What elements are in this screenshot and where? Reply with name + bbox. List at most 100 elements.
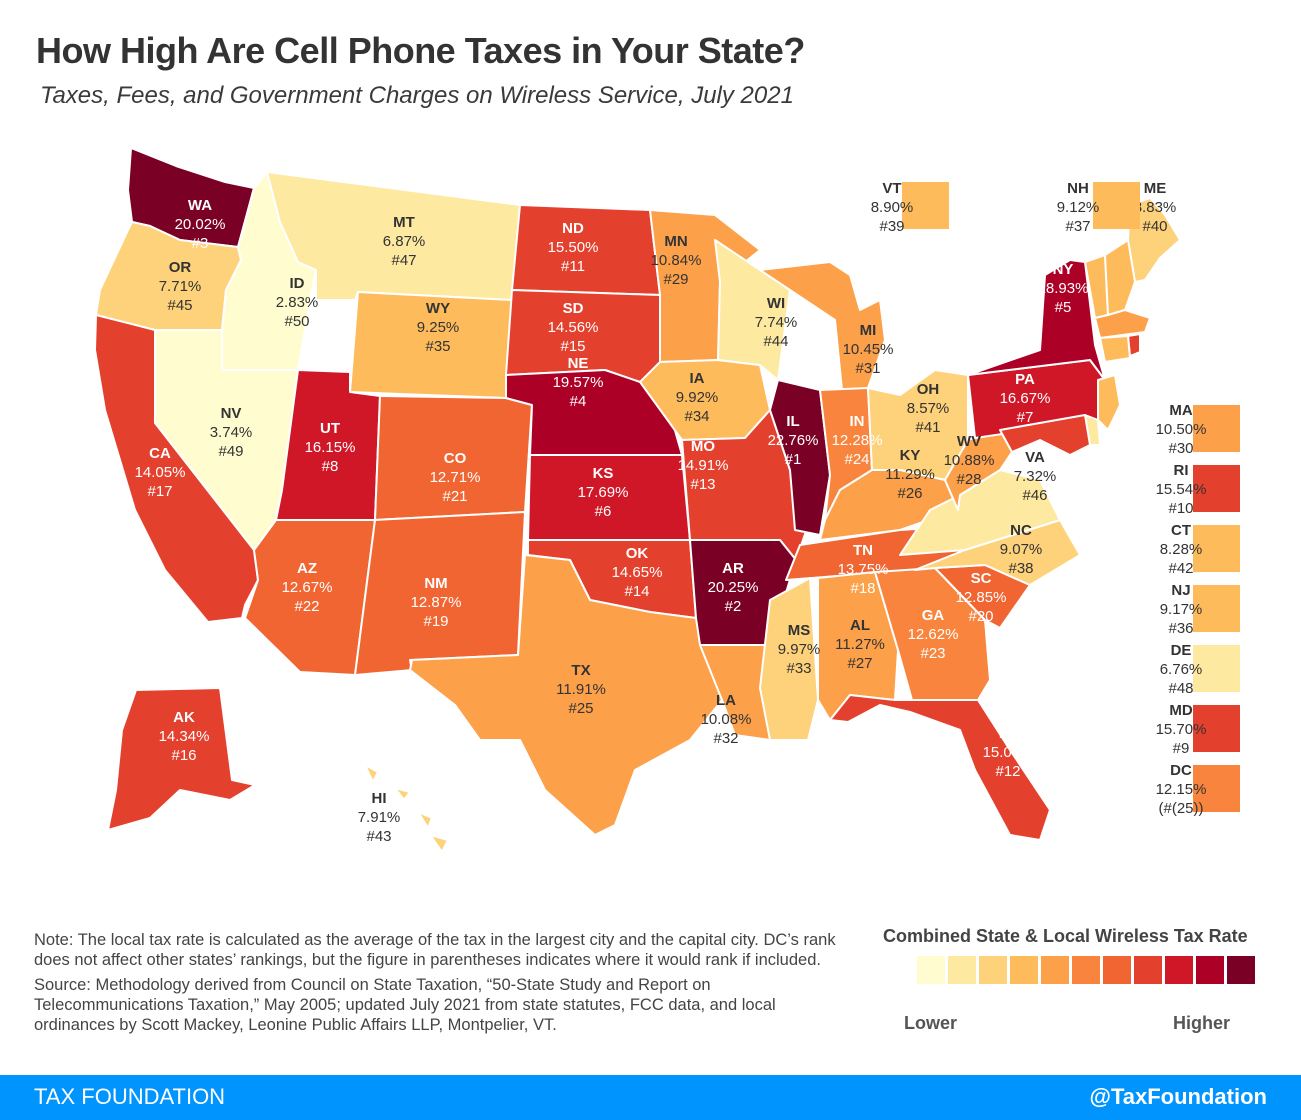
state-label-wi: WI	[767, 295, 785, 312]
state-rate-ms: 9.97%	[778, 641, 821, 658]
state-rate-hi: 7.91%	[358, 809, 401, 826]
state-rate-nm: 12.87%	[411, 594, 462, 611]
state-rank-ar: #2	[725, 598, 742, 615]
state-label-id: ID	[290, 275, 305, 292]
state-rank-al: #27	[847, 655, 872, 672]
callout-md: MD 15.70% #9	[1156, 702, 1240, 757]
callout-label-de: DE	[1171, 642, 1192, 659]
callout-label-ri: RI	[1174, 462, 1189, 479]
state-label-mi: MI	[860, 322, 877, 339]
state-rate-va: 7.32%	[1014, 468, 1057, 485]
callout-ma: MA 10.50% #30	[1156, 402, 1240, 457]
state-rank-mn: #29	[663, 271, 688, 288]
state-label-az: AZ	[297, 560, 317, 577]
state-ct	[1099, 335, 1131, 363]
state-rank-pa: #7	[1017, 409, 1034, 426]
legend-swatch-5	[1041, 956, 1069, 984]
callout-rate-de: 6.76%	[1160, 661, 1203, 678]
state-label-tx: TX	[571, 662, 590, 679]
state-labels: WA20.02%#3OR7.71%#45ID2.83%#50MT6.87%#47…	[135, 180, 1177, 845]
state-nj	[1097, 374, 1121, 431]
state-label-co: CO	[444, 450, 467, 467]
state-rate-nc: 9.07%	[1000, 541, 1043, 558]
state-rate-or: 7.71%	[159, 278, 202, 295]
state-rate-mt: 6.87%	[383, 233, 426, 250]
callout-rate-vt: 8.90%	[871, 199, 914, 216]
state-rank-wi: #44	[763, 333, 788, 350]
state-ak	[107, 687, 256, 831]
state-label-ms: MS	[788, 622, 811, 639]
footer-handle[interactable]: @TaxFoundation	[1089, 1084, 1267, 1109]
state-rank-nm: #19	[423, 613, 448, 630]
legend-swatch-7	[1103, 956, 1131, 984]
state-label-pa: PA	[1015, 371, 1035, 388]
footer-org: TAX FOUNDATION	[34, 1084, 226, 1109]
callout-rank-ri: #10	[1168, 500, 1193, 517]
state-wv	[944, 429, 1013, 511]
callout-ct: CT 8.28% #42	[1160, 522, 1240, 577]
state-rank-sc: #20	[968, 608, 993, 625]
state-rank-wv: #28	[956, 471, 981, 488]
callout-rank-ma: #30	[1168, 440, 1193, 457]
state-md	[999, 414, 1091, 456]
page-subtitle: Taxes, Fees, and Government Charges on W…	[40, 82, 794, 109]
small-state-callouts: VT 8.90% #39 NH 9.12% #37 MA 10.50% #30 RI 15.54% #…	[871, 180, 1240, 817]
state-ca	[94, 314, 259, 623]
state-rank-sd: #15	[560, 338, 585, 355]
state-rate-mn: 10.84%	[651, 252, 702, 269]
state-label-hi: HI	[372, 790, 387, 807]
callout-swatch-nh	[1093, 182, 1140, 229]
legend-swatch-11	[1227, 956, 1255, 984]
state-rate-al: 11.27%	[835, 636, 885, 653]
state-label-ks: KS	[593, 465, 614, 482]
state-rank-co: #21	[442, 488, 467, 505]
callout-rank-nj: #36	[1168, 620, 1193, 637]
state-hi	[364, 764, 449, 853]
state-rank-hi: #43	[366, 828, 391, 845]
callout-rank-nh: #37	[1065, 218, 1090, 235]
legend-swatch-8	[1134, 956, 1162, 984]
callout-nh: NH 9.12% #37	[1057, 180, 1140, 235]
state-label-mo: MO	[691, 438, 715, 455]
state-rate-sc: 12.85%	[956, 589, 1007, 606]
state-rank-mi: #31	[855, 360, 880, 377]
state-rate-ne: 19.57%	[553, 374, 604, 391]
us-choropleth-map: WA20.02%#3OR7.71%#45ID2.83%#50MT6.87%#47…	[94, 147, 1240, 853]
state-rate-co: 12.71%	[430, 469, 481, 486]
state-label-wv: WV	[957, 433, 981, 450]
state-label-la: LA	[716, 692, 736, 709]
callout-label-ct: CT	[1171, 522, 1191, 539]
state-rate-wy: 9.25%	[417, 319, 460, 336]
callout-rate-md: 15.70%	[1156, 721, 1207, 738]
legend-swatch-2	[948, 956, 976, 984]
state-rank-mo: #13	[690, 476, 715, 493]
callout-swatch-ma	[1193, 405, 1240, 452]
legend-low-label: Lower	[904, 1013, 958, 1033]
state-rate-ar: 20.25%	[708, 579, 759, 596]
state-rank-ok: #14	[624, 583, 649, 600]
callout-rate-ma: 10.50%	[1156, 421, 1207, 438]
state-rate-ny: 18.93%	[1038, 280, 1089, 297]
callout-label-vt: VT	[882, 180, 901, 197]
state-rate-tn: 13.75%	[838, 561, 889, 578]
state-rate-ga: 12.62%	[908, 626, 959, 643]
legend-swatch-6	[1072, 956, 1100, 984]
state-rank-oh: #41	[915, 419, 940, 436]
callout-nj: NJ 9.17% #36	[1160, 582, 1240, 637]
state-label-me: ME	[1144, 180, 1167, 197]
legend-swatch-1	[917, 956, 945, 984]
callout-rate-ct: 8.28%	[1160, 541, 1203, 558]
state-label-nm: NM	[424, 575, 447, 592]
state-label-nd: ND	[562, 220, 584, 237]
state-rank-az: #22	[294, 598, 319, 615]
callout-swatch-ct	[1193, 525, 1240, 572]
state-rate-tx: 11.91%	[556, 681, 606, 698]
state-rank-fl: #12	[995, 763, 1020, 780]
callout-label-md: MD	[1169, 702, 1192, 719]
state-rate-sd: 14.56%	[548, 319, 599, 336]
state-rank-ne: #4	[570, 393, 587, 410]
state-shapes	[94, 147, 1181, 853]
state-nm	[354, 511, 526, 676]
callout-rank-vt: #39	[879, 218, 904, 235]
state-rate-fl: 15.03%	[983, 744, 1034, 761]
